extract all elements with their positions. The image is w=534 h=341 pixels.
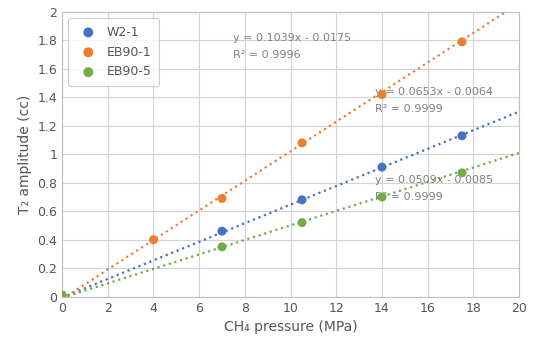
Y-axis label: T₂ amplitude (cc): T₂ amplitude (cc)	[18, 95, 32, 214]
Text: y = 0.0509x - 0.0085: y = 0.0509x - 0.0085	[375, 175, 493, 185]
W2-1	[218, 228, 226, 234]
X-axis label: CH₄ pressure (MPa): CH₄ pressure (MPa)	[224, 320, 357, 334]
W2-1	[378, 164, 386, 170]
Legend: W2-1, EB90-1, EB90-5: W2-1, EB90-1, EB90-5	[68, 18, 160, 86]
Text: y = 0.1039x - 0.0175: y = 0.1039x - 0.0175	[233, 33, 351, 43]
Text: y = 0.0653x - 0.0064: y = 0.0653x - 0.0064	[375, 87, 493, 97]
EB90-5	[298, 220, 307, 225]
EB90-5	[218, 244, 226, 250]
EB90-1	[298, 140, 307, 146]
EB90-1	[378, 92, 386, 97]
Text: R² = 0.9996: R² = 0.9996	[233, 50, 301, 60]
EB90-1	[458, 39, 466, 45]
W2-1	[58, 293, 66, 298]
EB90-5	[458, 170, 466, 176]
Text: R² = 0.9999: R² = 0.9999	[375, 192, 443, 202]
EB90-1	[58, 293, 66, 298]
EB90-5	[378, 194, 386, 200]
Text: R² = 0.9999: R² = 0.9999	[375, 104, 443, 114]
W2-1	[298, 197, 307, 203]
W2-1	[458, 133, 466, 138]
EB90-1	[149, 237, 158, 242]
EB90-5	[58, 293, 66, 298]
EB90-1	[218, 196, 226, 201]
